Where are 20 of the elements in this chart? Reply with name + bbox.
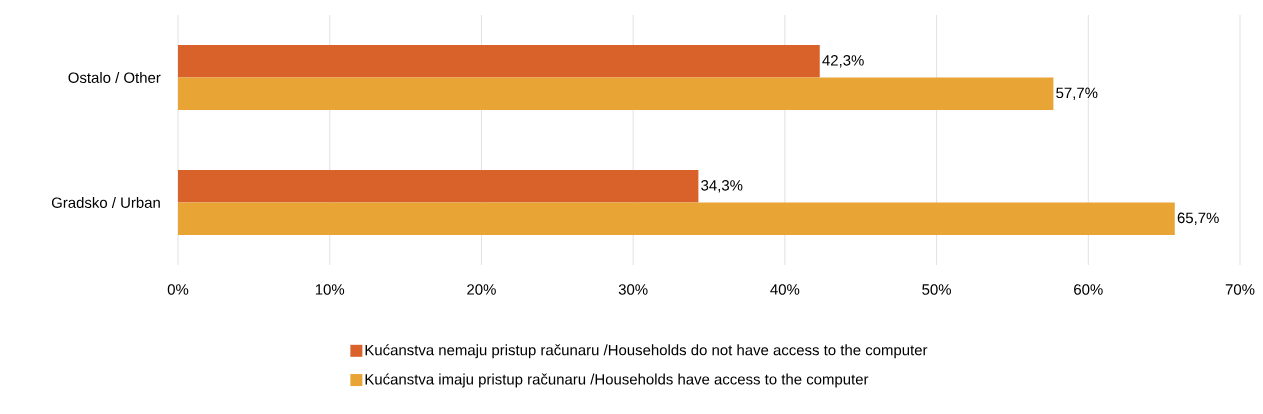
bar bbox=[178, 202, 1175, 235]
y-tick-label: Gradsko / Urban bbox=[51, 197, 160, 208]
data-label: 34,3% bbox=[701, 180, 743, 193]
legend-label: Kućanstva imaju pristup računaru /Households have access to the computer bbox=[365, 373, 869, 388]
legend-label: Kućanstva nemaju pristup računaru /Households do not have access to the computer bbox=[365, 344, 928, 359]
x-tick-label: 40% bbox=[770, 284, 800, 295]
y-tick-label: Ostalo / Other bbox=[68, 72, 161, 83]
x-tick-label: 30% bbox=[618, 284, 648, 295]
bar bbox=[178, 170, 699, 203]
x-tick-label: 0% bbox=[167, 284, 189, 295]
data-label: 65,7% bbox=[1177, 212, 1219, 225]
x-tick-label: 60% bbox=[1074, 284, 1103, 295]
bar bbox=[178, 45, 820, 78]
x-tick-label: 70% bbox=[1225, 284, 1255, 295]
bar bbox=[178, 77, 1054, 110]
x-tick-label: 50% bbox=[922, 284, 951, 295]
x-tick-label: 10% bbox=[315, 284, 345, 295]
data-label: 57,7% bbox=[1056, 87, 1098, 100]
data-label: 42,3% bbox=[822, 55, 864, 68]
x-tick-label: 20% bbox=[467, 284, 496, 295]
